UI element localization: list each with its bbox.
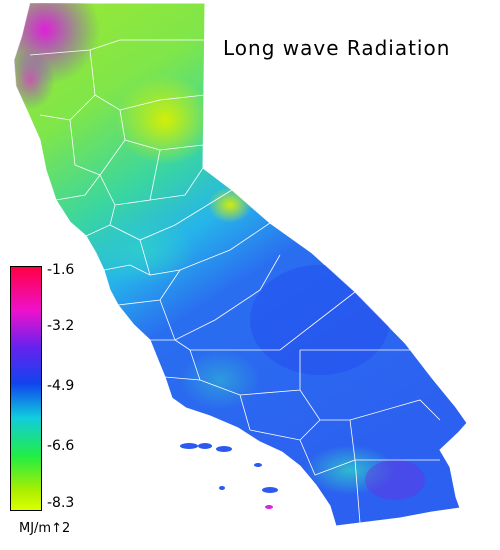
legend-tick-4: -6.6	[47, 438, 75, 454]
legend-tick-1: -1.6	[47, 262, 75, 278]
color-scale-bar	[10, 266, 42, 511]
county-lines	[29, 39, 441, 524]
legend-tick-3: -4.9	[47, 378, 75, 394]
legend-units: MJ/m↑2	[19, 521, 71, 536]
legend-tick-2: -3.2	[47, 318, 75, 334]
map-title: Long wave Radiation	[223, 36, 451, 60]
legend-tick-5: -8.3	[47, 495, 75, 511]
channel-islands	[180, 443, 278, 509]
california-state-shape	[13, 2, 468, 527]
